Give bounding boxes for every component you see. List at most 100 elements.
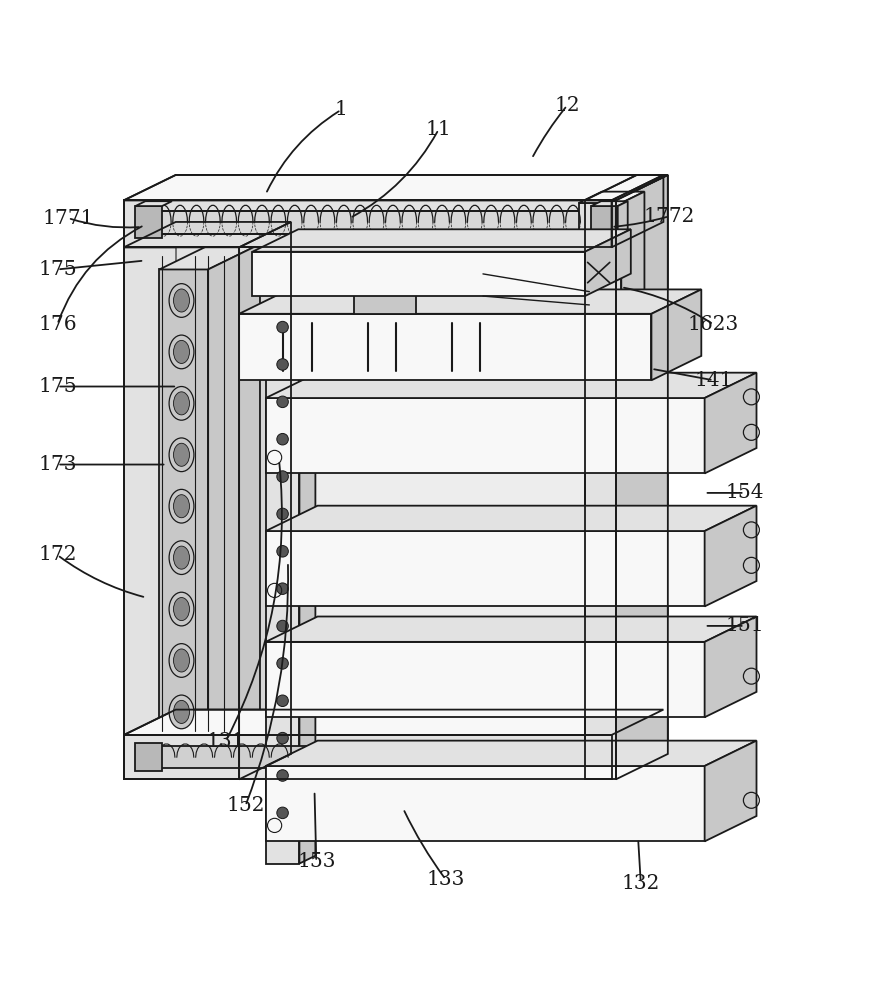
Polygon shape (578, 192, 644, 203)
Polygon shape (704, 506, 755, 606)
Text: 154: 154 (724, 483, 763, 502)
Text: 151: 151 (724, 616, 763, 635)
Polygon shape (123, 200, 611, 247)
Ellipse shape (169, 489, 194, 523)
Polygon shape (266, 373, 755, 398)
Circle shape (276, 433, 288, 445)
Text: 11: 11 (426, 120, 451, 139)
Circle shape (276, 658, 288, 669)
Text: 175: 175 (38, 377, 77, 396)
Circle shape (276, 695, 288, 707)
Circle shape (276, 471, 288, 482)
Polygon shape (159, 746, 305, 768)
Text: 1: 1 (334, 100, 347, 119)
Text: 173: 173 (38, 455, 77, 474)
Polygon shape (354, 278, 416, 314)
Polygon shape (617, 201, 627, 238)
Polygon shape (611, 710, 662, 779)
Polygon shape (585, 200, 615, 779)
Polygon shape (620, 192, 644, 314)
Polygon shape (266, 617, 755, 642)
Ellipse shape (169, 387, 194, 420)
Polygon shape (590, 201, 627, 206)
Polygon shape (266, 741, 755, 766)
Polygon shape (354, 271, 432, 278)
Circle shape (276, 583, 288, 594)
Polygon shape (266, 531, 704, 606)
Ellipse shape (169, 695, 194, 729)
Polygon shape (585, 175, 667, 200)
Ellipse shape (169, 541, 194, 574)
Polygon shape (585, 229, 630, 296)
Polygon shape (135, 743, 162, 771)
Ellipse shape (173, 289, 190, 312)
Ellipse shape (173, 392, 190, 415)
Circle shape (276, 620, 288, 632)
Text: 12: 12 (553, 96, 579, 115)
Ellipse shape (173, 495, 190, 518)
Polygon shape (239, 289, 701, 314)
Polygon shape (123, 735, 611, 779)
Text: 152: 152 (226, 796, 265, 815)
Polygon shape (590, 206, 617, 238)
Ellipse shape (173, 598, 190, 621)
Polygon shape (704, 741, 755, 841)
Text: 1771: 1771 (42, 209, 94, 228)
Circle shape (276, 508, 288, 520)
Ellipse shape (169, 335, 194, 369)
Polygon shape (159, 244, 259, 269)
Polygon shape (239, 222, 291, 779)
Text: 132: 132 (621, 874, 659, 893)
Polygon shape (252, 229, 630, 252)
Polygon shape (252, 252, 585, 296)
Polygon shape (266, 642, 704, 717)
Polygon shape (704, 373, 755, 473)
Circle shape (276, 396, 288, 408)
Ellipse shape (173, 443, 190, 466)
Polygon shape (239, 314, 651, 380)
Polygon shape (299, 297, 315, 864)
Polygon shape (578, 203, 620, 314)
Polygon shape (175, 175, 662, 710)
Polygon shape (123, 222, 291, 247)
Polygon shape (704, 617, 755, 717)
Text: 153: 153 (297, 852, 335, 871)
Text: 1772: 1772 (643, 207, 694, 226)
Ellipse shape (169, 644, 194, 677)
Circle shape (276, 546, 288, 557)
Polygon shape (123, 247, 239, 779)
Polygon shape (123, 710, 662, 735)
Polygon shape (135, 201, 172, 206)
Ellipse shape (173, 546, 190, 569)
Ellipse shape (173, 649, 190, 672)
Ellipse shape (173, 340, 190, 363)
Text: 141: 141 (694, 371, 732, 390)
Polygon shape (123, 175, 662, 200)
Polygon shape (208, 244, 259, 744)
Circle shape (276, 732, 288, 744)
Polygon shape (266, 305, 299, 864)
Polygon shape (266, 766, 704, 841)
Polygon shape (159, 211, 593, 234)
Text: 176: 176 (38, 315, 77, 334)
Circle shape (276, 770, 288, 781)
Circle shape (276, 321, 288, 333)
Text: 172: 172 (38, 545, 77, 564)
Polygon shape (159, 269, 208, 744)
Polygon shape (175, 175, 662, 222)
Polygon shape (266, 297, 315, 305)
Circle shape (276, 807, 288, 819)
Polygon shape (651, 289, 701, 380)
Polygon shape (266, 398, 704, 473)
Ellipse shape (169, 284, 194, 317)
Ellipse shape (169, 438, 194, 472)
Polygon shape (615, 175, 667, 779)
Ellipse shape (173, 700, 190, 723)
Circle shape (276, 359, 288, 370)
Text: 175: 175 (38, 260, 77, 279)
Text: 133: 133 (426, 870, 464, 889)
Ellipse shape (169, 592, 194, 626)
Polygon shape (135, 206, 162, 238)
Text: 131: 131 (207, 732, 245, 751)
Text: 1623: 1623 (687, 315, 738, 334)
